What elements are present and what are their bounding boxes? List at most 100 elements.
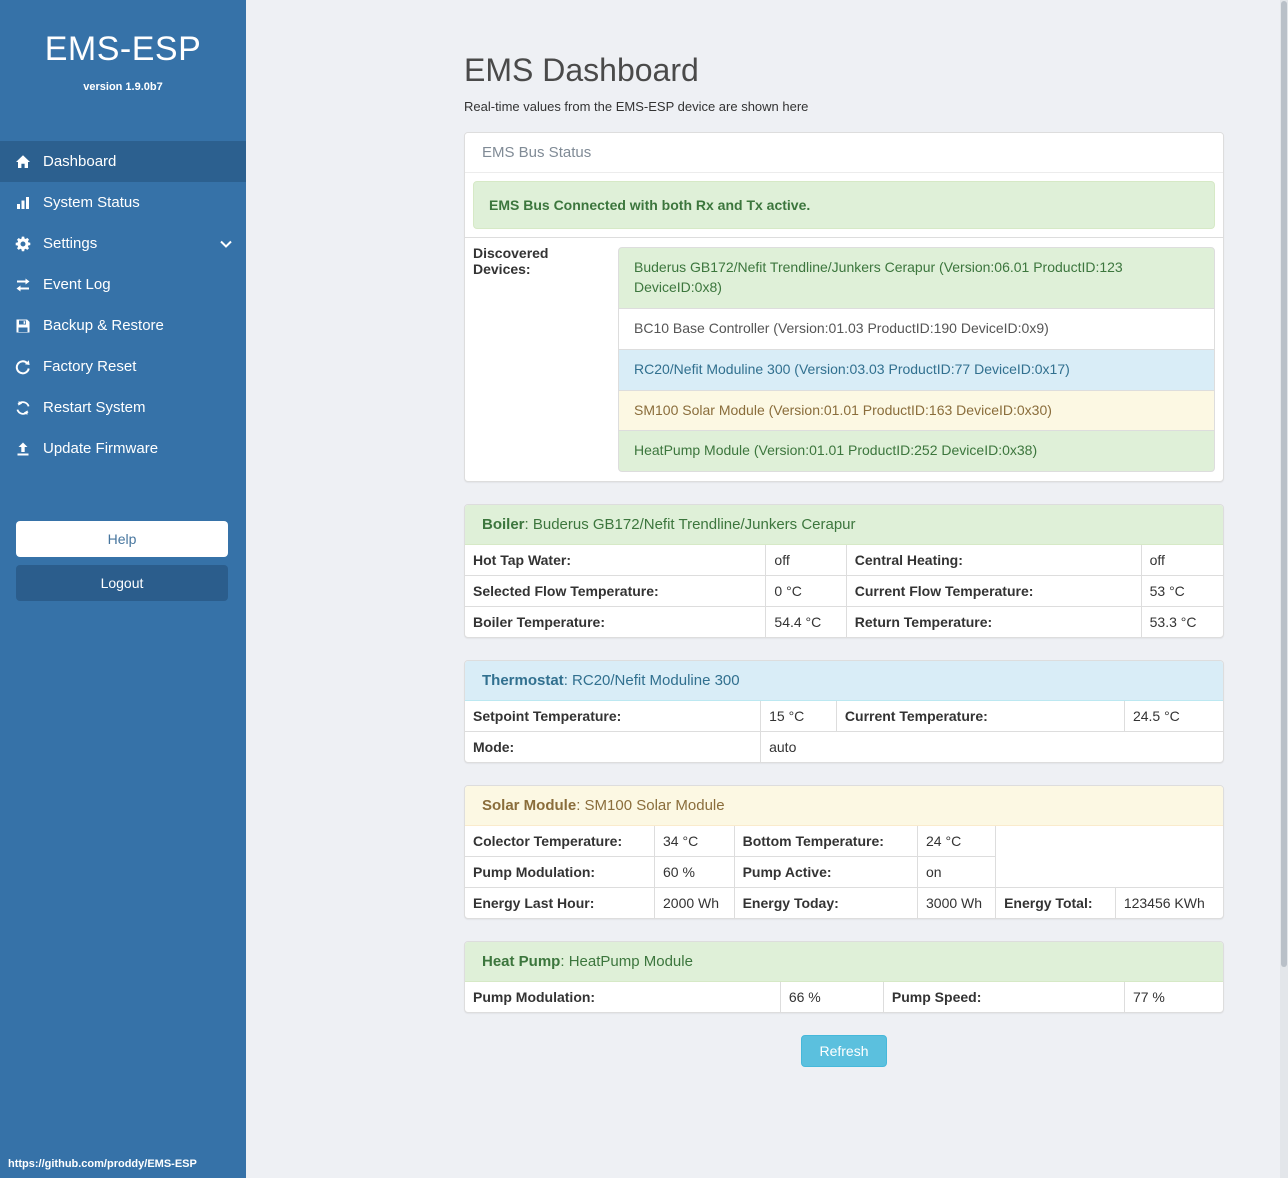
field-label: Central Heating: xyxy=(845,545,1142,577)
scrollbar-thumb[interactable] xyxy=(1281,1,1287,967)
field-value: 60 % xyxy=(654,856,735,889)
field-label: Energy Total: xyxy=(995,887,1116,919)
device-list-item: HeatPump Module (Version:01.01 ProductID… xyxy=(618,430,1215,473)
sidebar-item-label: System Status xyxy=(43,194,140,211)
app-version: version 1.9.0b7 xyxy=(83,81,163,93)
gear-icon xyxy=(14,236,32,252)
field-value: 0 °C xyxy=(765,575,847,608)
refresh-button[interactable]: Refresh xyxy=(801,1035,887,1068)
sidebar-item-label: Restart System xyxy=(43,399,146,416)
save-icon xyxy=(14,318,32,334)
refresh-wrap: Refresh xyxy=(464,1035,1224,1068)
panel-heading-label: Thermostat xyxy=(482,672,564,690)
panel-heading-label: Heat Pump xyxy=(482,953,561,971)
panel-heading-solar: Solar Module: SM100 Solar Module xyxy=(465,786,1223,827)
panel-heading-device: : HeatPump Module xyxy=(560,953,693,971)
field-label: Energy Last Hour: xyxy=(465,887,656,919)
table-row: Boiler Temperature: 54.4 °C Return Tempera… xyxy=(465,606,1223,638)
scrollbar[interactable] xyxy=(1280,0,1288,1178)
discovered-devices-cell: Buderus GB172/Nefit Trendline/Junkers Ce… xyxy=(610,237,1223,482)
field-value: 66 % xyxy=(779,982,884,1013)
chart-icon xyxy=(14,195,32,211)
brand: EMS-ESP version 1.9.0b7 xyxy=(0,0,246,93)
field-label: Return Temperature: xyxy=(845,606,1142,638)
solar-table: Colector Temperature: 34 °C Bottom Tempera… xyxy=(465,826,1223,919)
panel-heading-label: Boiler xyxy=(482,516,525,534)
sidebar-item-backup-restore[interactable]: Backup & Restore xyxy=(0,305,246,346)
table-row: Pump Modulation: 66 % Pump Speed: 77 % xyxy=(465,982,1223,1013)
field-value: 77 % xyxy=(1123,982,1223,1013)
field-value: 123456 KWh xyxy=(1114,887,1223,919)
discovered-devices-label: Discovered Devices: xyxy=(465,237,610,482)
panel-heading-boiler: Boiler: Buderus GB172/Nefit Trendline/Ju… xyxy=(465,505,1223,546)
field-value: 53.3 °C xyxy=(1140,606,1223,638)
field-value: 24 °C xyxy=(917,826,997,858)
table-row: Colector Temperature: 34 °C Bottom Tempera… xyxy=(465,826,1223,888)
sidebar-item-label: Backup & Restore xyxy=(43,317,164,334)
boiler-table: Hot Tap Water: off Central Heating: off Sele… xyxy=(465,545,1223,638)
restart-icon xyxy=(14,400,32,416)
sidebar-item-label: Update Firmware xyxy=(43,440,159,457)
field-value: 15 °C xyxy=(760,701,837,733)
sidebar-item-system-status[interactable]: System Status xyxy=(0,182,246,223)
sidebar-item-restart-system[interactable]: Restart System xyxy=(0,387,246,428)
field-label: Colector Temperature: xyxy=(465,826,656,858)
table-row: Hot Tap Water: off Central Heating: off xyxy=(465,545,1223,577)
sidebar-item-label: Factory Reset xyxy=(43,358,137,375)
thermostat-table: Setpoint Temperature: 15 °C Current Temper… xyxy=(465,701,1223,763)
sidebar-item-update-firmware[interactable]: Update Firmware xyxy=(0,428,246,469)
field-label: Pump Speed: xyxy=(882,982,1125,1013)
panel-heading-thermostat: Thermostat: RC20/Nefit Moduline 300 xyxy=(465,661,1223,702)
sidebar-item-factory-reset[interactable]: Factory Reset xyxy=(0,346,246,387)
sidebar-buttons: Help Logout xyxy=(16,521,228,601)
field-label: Setpoint Temperature: xyxy=(465,701,762,733)
sidebar-item-label: Event Log xyxy=(43,276,111,293)
upload-icon xyxy=(14,441,32,457)
sidebar-item-settings[interactable]: Settings xyxy=(0,223,246,264)
field-value: 34 °C xyxy=(654,826,735,858)
field-label: Energy Today: xyxy=(733,887,919,919)
panel-body-bus: EMS Bus Connected with both Rx and Tx ac… xyxy=(465,173,1223,237)
field-label: Selected Flow Temperature: xyxy=(465,575,767,608)
sidebar-item-label: Settings xyxy=(43,235,98,252)
content-column: EMS Dashboard Real-time values from the … xyxy=(464,0,1224,1107)
bus-status-alert: EMS Bus Connected with both Rx and Tx ac… xyxy=(473,181,1215,229)
page-subtitle: Real-time values from the EMS-ESP device… xyxy=(464,99,809,114)
table-row: Pump Modulation: 60 % Pump Active: on xyxy=(465,856,1223,889)
logout-button[interactable]: Logout xyxy=(16,565,228,601)
field-value xyxy=(995,826,1223,888)
sidebar-nav: Dashboard System Status Settings Event Log B… xyxy=(0,141,246,469)
device-list-item: RC20/Nefit Moduline 300 (Version:03.03 P… xyxy=(618,348,1215,391)
field-value: off xyxy=(765,545,847,577)
home-icon xyxy=(14,154,32,170)
field-value: 24.5 °C xyxy=(1123,701,1223,733)
panel-heading-bus: EMS Bus Status xyxy=(465,133,1223,173)
help-button[interactable]: Help xyxy=(16,521,228,557)
heatpump-table: Pump Modulation: 66 % Pump Speed: 77 % xyxy=(465,982,1223,1013)
field-value: 3000 Wh xyxy=(917,887,997,919)
panel-solar-module: Solar Module: SM100 Solar Module Colecto… xyxy=(464,785,1224,920)
table-row: Discovered Devices: Buderus GB172/Nefit … xyxy=(465,237,1223,482)
field-value: 54.4 °C xyxy=(765,606,847,638)
field-label: Boiler Temperature: xyxy=(465,606,767,638)
panel-heat-pump: Heat Pump: HeatPump Module Pump Modulati… xyxy=(464,941,1224,1014)
sidebar-item-label: Dashboard xyxy=(43,153,117,170)
table-row: Mode: auto xyxy=(465,731,1223,763)
exchange-icon xyxy=(14,277,32,293)
field-label: Pump Modulation: xyxy=(465,982,781,1013)
page-title: EMS Dashboard xyxy=(464,52,699,88)
field-value: 53 °C xyxy=(1140,575,1223,608)
chevron-down-icon xyxy=(220,240,232,248)
panel-heading-heatpump: Heat Pump: HeatPump Module xyxy=(465,942,1223,983)
table-row: Setpoint Temperature: 15 °C Current Temper… xyxy=(465,701,1223,733)
field-value: 2000 Wh xyxy=(654,887,735,919)
panel-heading-device: : SM100 Solar Module xyxy=(576,797,725,815)
github-link[interactable]: https://github.com/proddy/EMS-ESP xyxy=(8,1158,197,1170)
reset-icon xyxy=(14,359,32,375)
sidebar-item-dashboard[interactable]: Dashboard xyxy=(0,141,246,182)
field-value: auto xyxy=(760,731,1223,763)
sidebar-item-event-log[interactable]: Event Log xyxy=(0,264,246,305)
device-list-item: SM100 Solar Module (Version:01.01 Produc… xyxy=(618,389,1215,432)
field-label: Bottom Temperature: xyxy=(733,826,919,858)
panel-heading-device: : Buderus GB172/Nefit Trendline/Junkers … xyxy=(524,516,856,534)
